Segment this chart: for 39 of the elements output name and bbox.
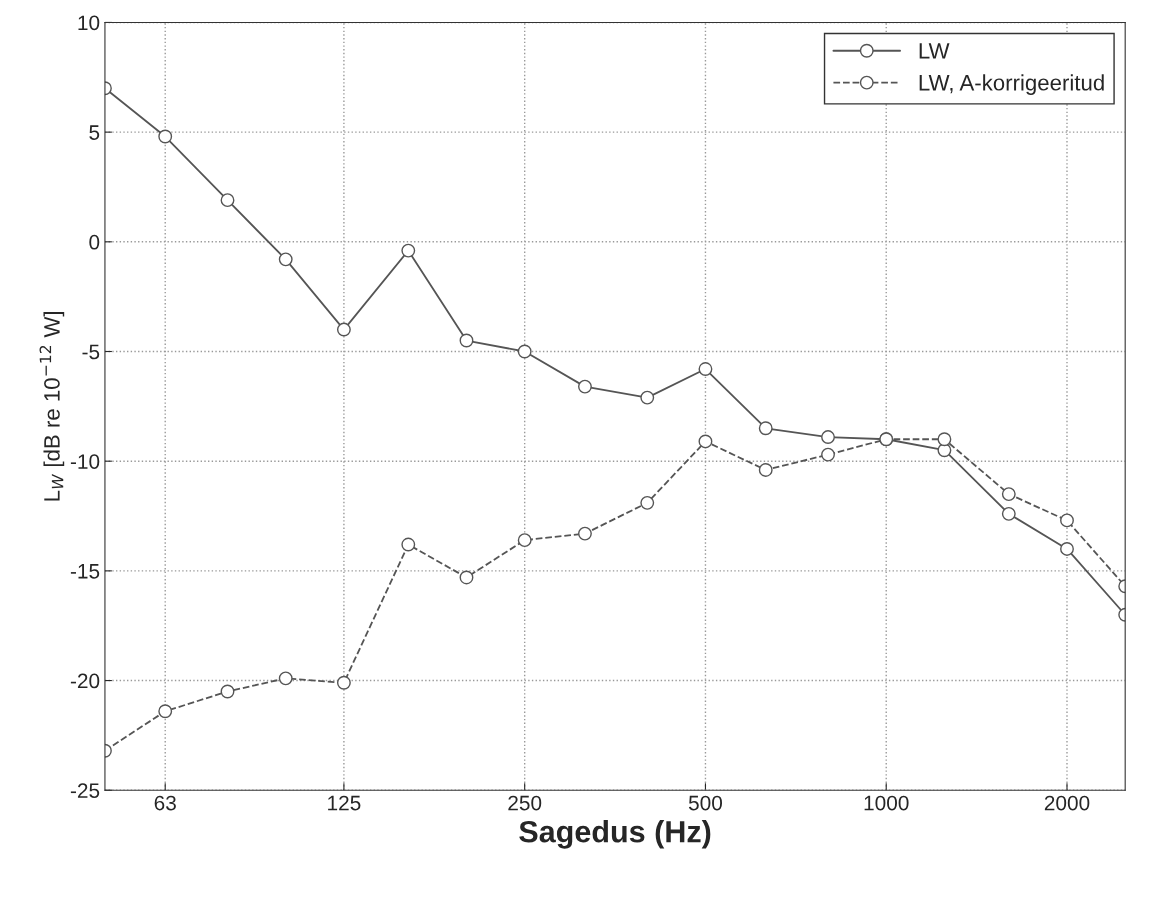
- x-tick-label: 1000: [864, 795, 909, 811]
- point: [1060, 541, 1074, 556]
- point: [758, 463, 773, 477]
- point: [937, 432, 952, 447]
- y-tick-label: -15: [70, 564, 100, 579]
- point: [220, 684, 235, 699]
- point: [1060, 513, 1074, 528]
- y-tick-label: -5: [82, 344, 100, 360]
- point: [517, 533, 532, 548]
- y-axis-title: L$_{W}$ [dB re 10$^{−12}$ W]: [39, 312, 65, 501]
- y-tick-label: -20: [70, 673, 100, 689]
- x-axis-title: Sagedus (Hz): [519, 820, 711, 849]
- point: [278, 252, 293, 267]
- legend-label: LW: [919, 43, 950, 59]
- x-tick-label: 500: [688, 795, 723, 811]
- x-tick-label: 63: [154, 795, 176, 811]
- point: [578, 526, 592, 541]
- legend-label: LW, A-korrigeeritud: [919, 74, 1104, 95]
- point: [459, 333, 474, 348]
- point: [758, 421, 773, 436]
- y-tick-label: -10: [70, 454, 100, 469]
- point: [158, 129, 173, 144]
- y-tick-label: 0: [89, 234, 100, 250]
- point: [578, 379, 592, 394]
- y-tick-label: 10: [78, 15, 100, 31]
- point: [158, 704, 173, 719]
- point: [278, 671, 293, 686]
- x-tick-label: 125: [328, 795, 361, 811]
- point: [698, 434, 713, 449]
- point: [459, 570, 474, 585]
- point: [640, 495, 655, 510]
- x-tick-label: 250: [508, 795, 542, 811]
- point: [220, 193, 235, 208]
- point: [517, 344, 532, 359]
- x-tick-label: 2000: [1044, 795, 1090, 811]
- point: [698, 362, 713, 376]
- y-tick-label: -25: [70, 783, 100, 798]
- point: [640, 390, 655, 405]
- y-tick-label: 5: [89, 125, 100, 140]
